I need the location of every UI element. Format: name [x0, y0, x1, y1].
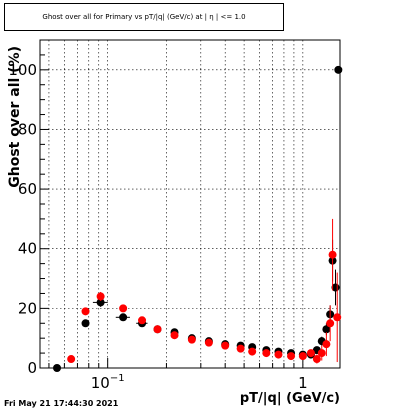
data-point: [53, 364, 62, 372]
data-point: [248, 347, 257, 356]
timestamp-footer: Fri May 21 17:44:30 2021: [4, 399, 119, 408]
data-point: [81, 319, 90, 328]
data-point: [67, 355, 76, 364]
data-point: [322, 340, 331, 349]
data-point: [333, 313, 342, 322]
data-point: [187, 335, 196, 344]
data-point: [138, 316, 147, 325]
y-tick-label: 80: [18, 120, 37, 138]
data-point: [312, 355, 321, 364]
y-axis-label: Ghost over all (%): [7, 46, 23, 188]
data-point: [81, 307, 90, 316]
x-tick-label: 10−1: [91, 373, 125, 392]
x-axis-label: pT/|q| (GeV/c): [240, 391, 340, 406]
y-tick-label: 40: [18, 240, 37, 258]
data-point: [334, 65, 343, 74]
y-tick-label: 100: [8, 61, 37, 79]
data-point: [287, 352, 296, 361]
y-tick-label: 20: [18, 299, 37, 317]
data-point: [322, 325, 331, 334]
y-tick-label: 0: [27, 359, 37, 377]
data-point: [119, 304, 128, 313]
x-tick-label: 1: [298, 374, 308, 392]
data-point: [262, 349, 271, 358]
data-point: [317, 349, 326, 358]
data-point: [153, 325, 162, 334]
y-tick-label: 60: [18, 180, 37, 198]
data-point: [204, 338, 213, 347]
data-point: [326, 319, 335, 328]
data-point: [96, 298, 105, 307]
data-point: [306, 349, 315, 358]
data-point: [170, 331, 179, 340]
data-point: [298, 352, 307, 361]
data-point: [96, 292, 105, 301]
data-point: [236, 344, 245, 353]
chart-title: Ghost over all for Primary vs pT/|q| (Ge…: [4, 3, 284, 31]
data-point: [221, 341, 230, 350]
data-point: [274, 350, 283, 359]
data-point: [328, 250, 337, 259]
plot-frame: [39, 39, 341, 369]
data-point: [119, 313, 128, 322]
